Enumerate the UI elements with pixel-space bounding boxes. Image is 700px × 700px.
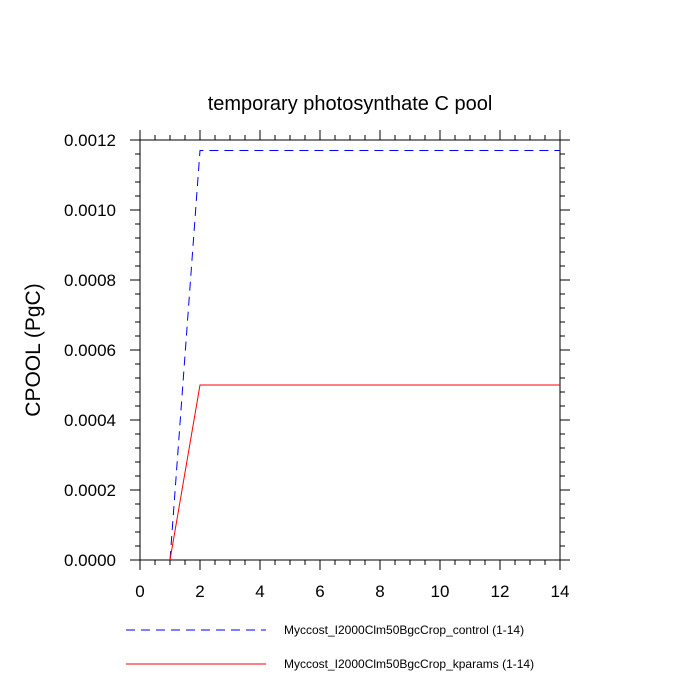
legend-label-1: Myccost_I2000Clm50BgcCrop_control (1-14): [284, 623, 524, 637]
y-tick-label: 0.0002: [64, 481, 116, 500]
legend: Myccost_I2000Clm50BgcCrop_control (1-14)…: [126, 623, 534, 671]
x-tick-label: 0: [135, 582, 144, 601]
x-tick-label: 8: [375, 582, 384, 601]
series-line-2: [169, 384, 560, 561]
y-tick-label: 0.0010: [64, 201, 116, 220]
x-tick-label: 6: [315, 582, 324, 601]
y-tick-label: 0.0006: [64, 341, 116, 360]
data-series: [169, 150, 560, 561]
x-tick-label: 4: [255, 582, 264, 601]
y-tick-label: 0.0000: [64, 551, 116, 570]
y-axis-ticks: 0.0000 0.0002 0.0004 0.0006 0.0008 0.0010 0.00…: [64, 131, 570, 570]
y-tick-label: 0.0012: [64, 131, 116, 150]
x-tick-label: 12: [491, 582, 510, 601]
y-tick-label: 0.0004: [64, 411, 116, 430]
x-tick-label: 2: [195, 582, 204, 601]
series-line-1: [169, 150, 560, 561]
x-tick-label: 14: [551, 582, 570, 601]
x-axis-ticks: 0 2 4 6 8 10 12 14: [135, 130, 569, 601]
legend-label-2: Myccost_I2000Clm50BgcCrop_kparams (1-14): [284, 657, 534, 671]
y-tick-label: 0.0008: [64, 271, 116, 290]
x-tick-label: 10: [431, 582, 450, 601]
plot-frame: [139, 139, 561, 561]
chart-title: temporary photosynthate C pool: [208, 93, 493, 115]
y-axis-label: CPOOL (PgC): [22, 283, 45, 416]
